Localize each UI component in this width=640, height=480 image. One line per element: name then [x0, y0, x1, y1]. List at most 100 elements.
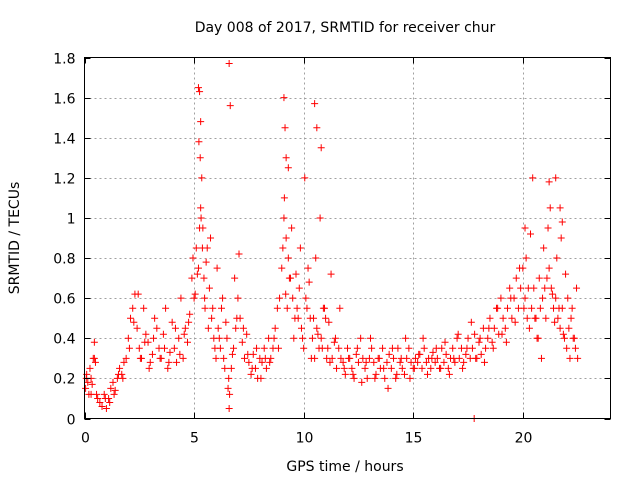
- data-point: [450, 354, 458, 362]
- data-point: [335, 344, 343, 352]
- data-point: [135, 344, 143, 352]
- data-point: [444, 364, 452, 372]
- data-point: [537, 354, 545, 362]
- data-point: [283, 304, 291, 312]
- data-point: [445, 370, 453, 378]
- data-point: [114, 370, 122, 378]
- y-tick-labels: 0 0.2 0.4 0.6 0.8 1 1.2 1.4 1.6 1.8: [53, 52, 75, 429]
- data-point: [297, 324, 305, 332]
- data-point: [284, 164, 292, 172]
- data-point: [288, 224, 296, 232]
- data-point: [398, 364, 406, 372]
- data-point: [379, 344, 387, 352]
- data-point: [477, 350, 485, 358]
- data-point: [311, 100, 319, 108]
- data-point: [266, 358, 274, 366]
- data-point: [528, 304, 536, 312]
- data-point: [571, 344, 579, 352]
- data-point: [197, 204, 205, 212]
- data-point: [371, 374, 379, 382]
- data-point: [301, 174, 309, 182]
- data-point: [552, 174, 560, 182]
- data-point: [179, 354, 187, 362]
- data-point: [196, 224, 204, 232]
- data-point: [107, 384, 115, 392]
- data-point: [257, 374, 265, 382]
- data-point: [432, 344, 440, 352]
- data-point: [326, 358, 334, 366]
- data-point: [527, 230, 535, 238]
- data-point: [380, 364, 388, 372]
- data-point: [91, 358, 99, 366]
- data-point: [225, 60, 233, 68]
- data-point: [475, 338, 483, 346]
- data-point: [226, 102, 234, 110]
- data-point: [511, 318, 519, 326]
- data-point: [543, 274, 551, 282]
- data-point: [214, 324, 222, 332]
- data-point: [562, 270, 570, 278]
- data-point: [520, 304, 528, 312]
- data-point: [94, 394, 102, 402]
- data-point: [208, 314, 216, 322]
- data-point: [411, 354, 419, 362]
- data-point: [419, 334, 427, 342]
- data-point: [248, 364, 256, 372]
- data-point: [502, 338, 510, 346]
- data-point: [437, 364, 445, 372]
- data-point: [501, 324, 509, 332]
- data-point: [151, 314, 159, 322]
- data-point: [330, 338, 338, 346]
- y-tick-label: 0.2: [53, 372, 75, 388]
- data-point: [405, 344, 413, 352]
- data-point: [184, 338, 192, 346]
- data-point: [341, 370, 349, 378]
- data-point: [231, 274, 239, 282]
- x-tick-label: 5: [190, 431, 199, 447]
- data-point: [194, 264, 202, 272]
- data-point: [127, 314, 135, 322]
- data-point: [290, 334, 298, 342]
- data-point: [524, 284, 532, 292]
- data-point: [227, 364, 235, 372]
- data-point: [320, 304, 328, 312]
- x-tick-label: 20: [515, 431, 533, 447]
- data-point: [86, 364, 94, 372]
- data-point: [145, 364, 153, 372]
- data-point: [82, 384, 90, 392]
- data-point: [213, 264, 221, 272]
- data-point: [485, 324, 493, 332]
- data-point: [414, 358, 422, 366]
- data-point: [168, 318, 176, 326]
- data-point: [285, 274, 293, 282]
- data-point: [292, 270, 300, 278]
- axis-ticks: [84, 57, 611, 420]
- data-point: [101, 394, 109, 402]
- data-point: [201, 304, 209, 312]
- data-point: [339, 358, 347, 366]
- data-point: [325, 318, 333, 326]
- data-point: [489, 344, 497, 352]
- data-point: [153, 324, 161, 332]
- data-point: [196, 88, 204, 96]
- data-point: [253, 344, 261, 352]
- data-point: [555, 304, 563, 312]
- data-point: [87, 390, 95, 398]
- data-point: [472, 354, 480, 362]
- data-point: [133, 324, 141, 332]
- data-point: [308, 334, 316, 342]
- data-point: [427, 364, 435, 372]
- data-point: [545, 178, 553, 186]
- y-tick-label: 0: [67, 413, 76, 429]
- data-point: [188, 274, 196, 282]
- y-tick-label: 1: [67, 212, 76, 228]
- data-point: [282, 154, 290, 162]
- data-point: [109, 378, 117, 386]
- data-point: [240, 354, 248, 362]
- data-point: [219, 294, 227, 302]
- data-point: [363, 374, 371, 382]
- x-tick-label: 15: [405, 431, 423, 447]
- data-point: [261, 354, 269, 362]
- data-point: [337, 354, 345, 362]
